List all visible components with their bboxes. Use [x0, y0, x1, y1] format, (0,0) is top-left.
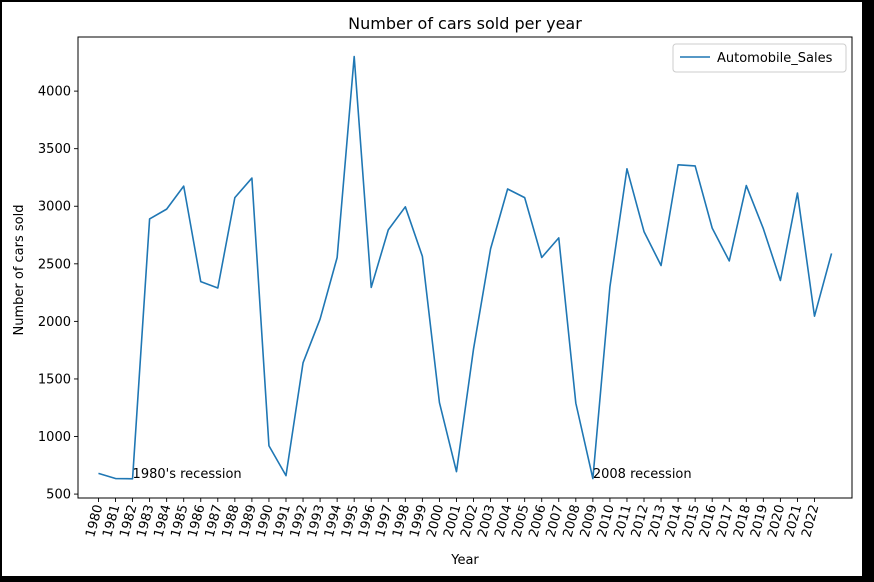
annotation-label: 2008 recession — [593, 467, 692, 482]
y-tick-label: 3000 — [38, 200, 71, 215]
y-tick-label: 1000 — [38, 430, 71, 445]
legend: Automobile_Sales — [672, 43, 847, 73]
series-line-automobile-sales — [98, 55, 833, 480]
line-chart: Number of cars sold per year 500 1000 1500… — [12, 14, 853, 568]
annotation-label: 1980's recession — [133, 467, 242, 482]
y-tick-label: 4000 — [38, 85, 71, 100]
chart-title: Number of cars sold per year — [348, 14, 582, 33]
x-axis-label: Year — [450, 553, 479, 568]
figure-canvas: Number of cars sold per year 500 1000 1500… — [2, 2, 862, 576]
y-axis-label: Number of cars sold — [12, 205, 27, 336]
y-tick-label: 2500 — [38, 257, 71, 272]
legend-box — [672, 43, 847, 73]
y-tick-label: 1500 — [38, 372, 71, 387]
y-tick-label: 500 — [46, 488, 71, 503]
y-tick-label: 2000 — [38, 315, 71, 330]
y-tick-label: 3500 — [38, 142, 71, 157]
plot-area: 5001000150020002500300035004000198019811… — [38, 36, 853, 539]
legend-label: Automobile_Sales — [717, 51, 833, 66]
axes-frame — [77, 36, 853, 499]
